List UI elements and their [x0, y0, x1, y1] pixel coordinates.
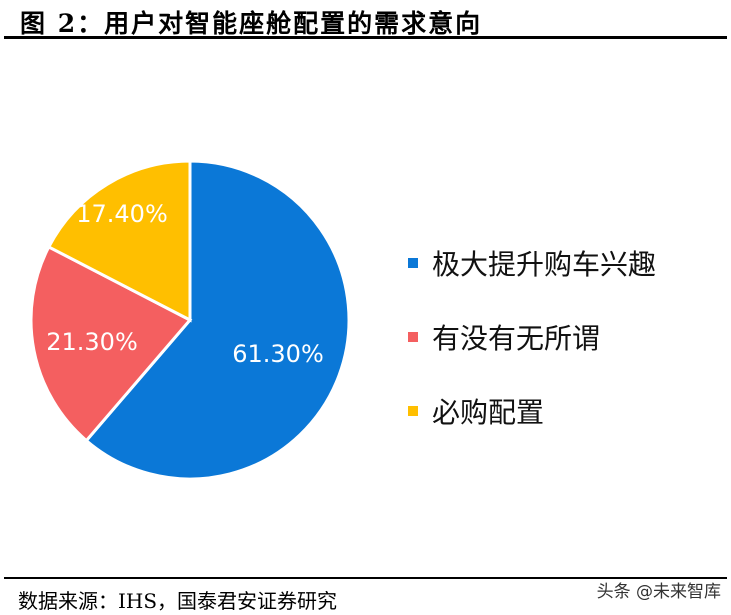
figure-title: 图 2：用户对智能座舱配置的需求意向 — [20, 9, 483, 38]
legend-swatch-blue — [408, 258, 418, 268]
legend-label: 极大提升购车兴趣 — [432, 248, 657, 281]
pie-slice — [84, 159, 351, 481]
pie-slice — [46, 159, 192, 323]
source-note: 数据来源：IHS，国泰君安证券研究 — [18, 589, 338, 613]
watermark: 头条 @未来智库 — [596, 582, 721, 602]
legend-swatch-red — [408, 332, 418, 342]
legend-item-indifferent: 有没有无所谓 — [408, 292, 656, 382]
legend-label: 有没有无所谓 — [432, 322, 601, 355]
slice-label-yellow: 17.40% — [76, 200, 168, 228]
legend: 极大提升购车兴趣 有没有无所谓 必购配置 — [408, 218, 656, 456]
legend-item-must-have: 必购配置 — [408, 366, 656, 456]
legend-label: 必购配置 — [432, 396, 545, 429]
top-rule — [4, 36, 727, 39]
slice-label-blue: 61.30% — [232, 340, 324, 368]
slice-label-red: 21.30% — [46, 328, 138, 356]
legend-item-increase-interest: 极大提升购车兴趣 — [408, 218, 656, 308]
bottom-rule — [4, 577, 727, 579]
pie-slice — [29, 244, 193, 443]
legend-swatch-yellow — [408, 406, 418, 416]
